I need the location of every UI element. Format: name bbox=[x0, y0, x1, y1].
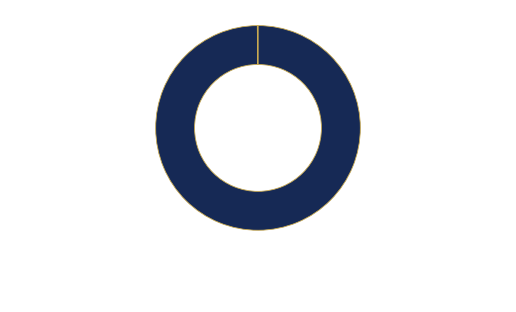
Wedge shape bbox=[156, 26, 360, 230]
Wedge shape bbox=[257, 26, 258, 65]
